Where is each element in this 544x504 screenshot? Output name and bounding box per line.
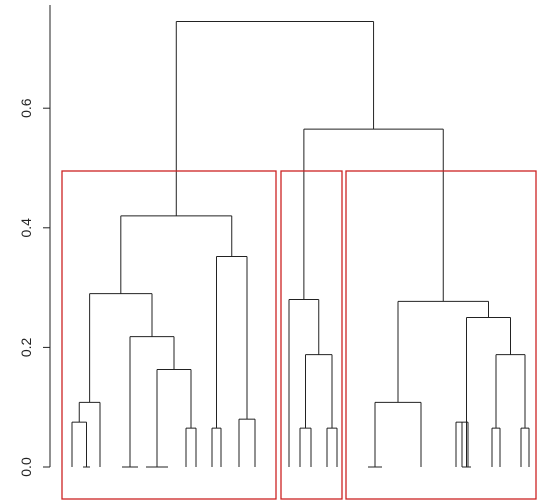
cluster-box-2 — [280, 170, 343, 500]
cluster-box-1 — [61, 170, 277, 500]
y-tick-label: 0.4 — [18, 218, 34, 238]
dendrogram-tree — [71, 20, 530, 468]
y-tick-label: 0.0 — [18, 457, 34, 477]
cluster-box-3 — [345, 170, 537, 500]
cluster-boxes — [61, 170, 537, 500]
y-axis: 0.0 0.2 0.4 0.6 — [18, 5, 51, 477]
y-tick-label: 0.6 — [18, 98, 34, 118]
y-tick-label: 0.2 — [18, 337, 34, 357]
